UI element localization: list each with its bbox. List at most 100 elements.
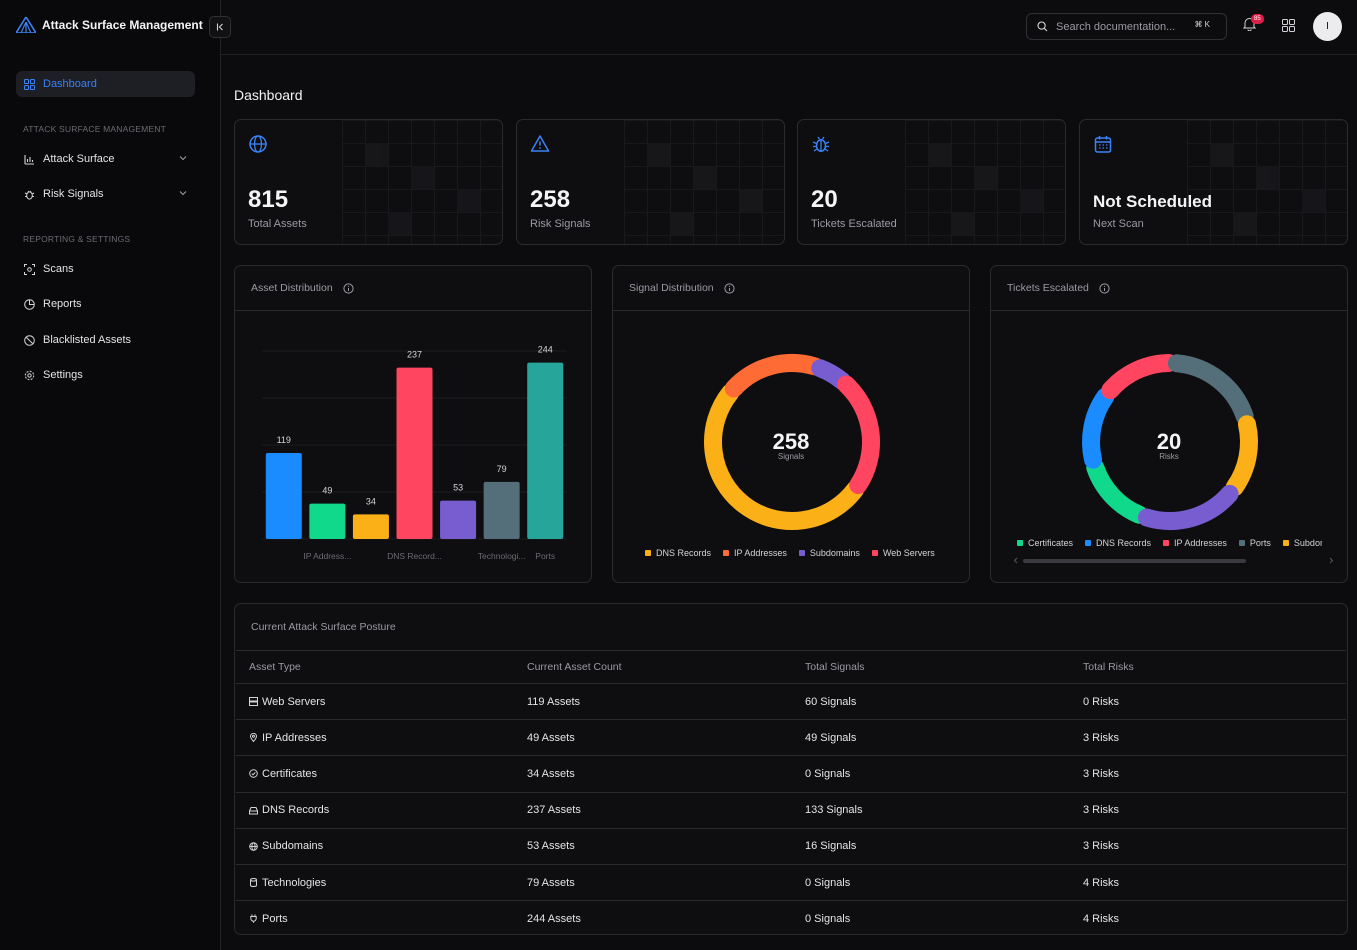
sidebar-item-dashboard[interactable]: Dashboard — [16, 71, 195, 97]
bar-ip-addresses[interactable] — [309, 503, 346, 539]
legend-scrollbar[interactable] — [1023, 559, 1246, 563]
search-input[interactable]: Search documentation... ⌘ K — [1026, 13, 1227, 40]
stat-label: Total Assets — [248, 218, 307, 230]
legend-item[interactable]: DNS Records — [645, 548, 711, 558]
sidebar-item-risk-signals[interactable]: Risk Signals — [16, 181, 195, 207]
risk-count: 0 Risks — [1083, 695, 1120, 708]
sidebar-item-attack-surface[interactable]: Attack Surface — [16, 146, 195, 172]
table-title: Current Attack Surface Posture — [251, 621, 396, 633]
slice-web-servers[interactable] — [837, 375, 880, 495]
legend-item[interactable]: IP Addresses — [1163, 538, 1227, 548]
table-row[interactable]: Certificates 34 Assets 0 Signals 3 Risks — [236, 756, 1346, 793]
logo-icon — [16, 17, 36, 33]
slice-ports[interactable] — [1167, 354, 1254, 426]
sidebar-item-label: Scans — [43, 263, 74, 275]
legend-label: IP Addresses — [734, 548, 787, 558]
card-grid-decoration — [342, 120, 502, 244]
apps-grid-icon[interactable] — [1282, 19, 1295, 32]
legend-swatch — [645, 550, 651, 556]
table-row[interactable]: DNS Records 237 Assets 133 Signals 3 Ris… — [236, 792, 1346, 829]
signal-count: 60 Signals — [805, 695, 857, 708]
chart-legend: Certificates DNS Records IP Addresses Ports… — [1017, 538, 1322, 548]
sidebar-item-reports[interactable]: Reports — [16, 291, 195, 317]
scroll-left-icon[interactable] — [1013, 557, 1019, 564]
chart-icon — [24, 154, 34, 165]
slice-ip-addresses[interactable] — [1101, 354, 1178, 400]
bar-value-label: 79 — [497, 464, 507, 474]
donut-center-value: 258 — [772, 429, 810, 454]
legend-item[interactable]: Subdor — [1282, 538, 1322, 548]
risk-count: 3 Risks — [1083, 840, 1120, 853]
calendar-icon — [1094, 136, 1112, 153]
asset-count: 119 Assets — [527, 695, 580, 708]
risk-count: 3 Risks — [1083, 731, 1120, 744]
slice-subdomains[interactable] — [811, 359, 852, 390]
dns-icon — [249, 806, 258, 815]
info-icon[interactable] — [1099, 282, 1110, 294]
certificate-icon — [249, 769, 258, 779]
donut-center-label: Risks — [1159, 452, 1179, 461]
bar-web-servers[interactable] — [265, 452, 302, 539]
table-row[interactable]: IP Addresses 49 Assets 49 Signals 3 Risk… — [236, 720, 1346, 756]
x-tick-label: Technologi... — [478, 551, 526, 561]
stat-label: Tickets Escalated — [811, 218, 897, 230]
grid-icon — [24, 78, 35, 90]
legend-item[interactable]: DNS Records — [1085, 538, 1151, 548]
map-pin-icon — [249, 733, 258, 743]
tickets-escalated-card: Tickets Escalated 20 Risks Certificates D… — [990, 265, 1348, 583]
slice-ip-addresses[interactable] — [724, 354, 825, 398]
legend-swatch — [723, 550, 730, 556]
sidebar-item-scans[interactable]: Scans — [16, 256, 195, 282]
bug-icon — [812, 136, 830, 153]
avatar[interactable]: I — [1313, 12, 1342, 41]
slice-dns-records[interactable] — [704, 383, 865, 531]
table-row[interactable]: Subdomains 53 Assets 16 Signals 3 Risks — [236, 828, 1346, 865]
legend-item[interactable]: Web Servers — [871, 548, 935, 558]
stat-value: 20 — [811, 186, 838, 213]
bar-subdomains[interactable] — [440, 500, 477, 539]
scroll-right-icon[interactable] — [1328, 557, 1334, 564]
bar-ports[interactable] — [527, 362, 564, 539]
slice-dns-records[interactable] — [1082, 387, 1115, 469]
chart-header: Signal Distribution — [613, 266, 969, 311]
globe-icon — [249, 135, 267, 153]
sidebar-item-label: Settings — [43, 369, 83, 381]
signal-count: 133 Signals — [805, 804, 863, 817]
sidebar-item-settings[interactable]: Settings — [16, 362, 195, 388]
donut-center-label: Signals — [777, 452, 805, 461]
chart-title: Tickets Escalated — [1007, 282, 1089, 294]
risk-count: 4 Risks — [1083, 912, 1120, 925]
legend-item[interactable]: Certificates — [1017, 538, 1073, 548]
x-tick-label: Ports — [535, 551, 555, 561]
brand[interactable]: Attack Surface Management — [16, 17, 203, 33]
slice-certificates[interactable] — [1086, 458, 1149, 524]
search-icon — [1037, 21, 1048, 32]
info-icon[interactable] — [343, 282, 354, 294]
slice-technologies[interactable] — [1137, 484, 1239, 530]
legend-label: DNS Records — [656, 548, 712, 558]
bar-dns-records[interactable] — [396, 367, 433, 539]
bar-technologies[interactable] — [483, 481, 520, 539]
legend-item[interactable]: IP Addresses — [723, 548, 787, 558]
table-row[interactable]: Technologies 79 Assets 0 Signals 4 Risks — [236, 864, 1346, 901]
legend-swatch — [871, 550, 878, 556]
asset-type-cell: Ports — [249, 913, 514, 925]
legend-item[interactable]: Subdomains — [798, 548, 860, 558]
info-icon[interactable] — [724, 282, 735, 294]
legend-label: Web Servers — [882, 548, 935, 558]
asset-distribution-card: Asset Distribution 119 49 IP Address... 34 2… — [234, 265, 592, 583]
bar-certificates[interactable] — [352, 514, 389, 539]
table-row[interactable]: Ports 244 Assets 0 Signals 4 Risks — [236, 901, 1346, 934]
stat-card-tickets: 20 Tickets Escalated — [797, 119, 1066, 245]
stat-label: Risk Signals — [530, 218, 591, 230]
asset-type: Ports — [262, 912, 288, 925]
chevron-down-icon — [179, 191, 187, 196]
pie-chart-icon — [24, 298, 35, 310]
plug-icon — [250, 914, 257, 923]
legend-item[interactable]: Ports — [1238, 538, 1271, 548]
slice-subdomains[interactable] — [1225, 415, 1258, 497]
table-row[interactable]: Web Servers 119 Assets 60 Signals 0 Risk… — [236, 684, 1346, 720]
sidebar-item-blacklisted[interactable]: Blacklisted Assets — [16, 327, 195, 353]
collapse-sidebar-button[interactable] — [209, 16, 231, 38]
risk-count: 3 Risks — [1083, 804, 1120, 817]
